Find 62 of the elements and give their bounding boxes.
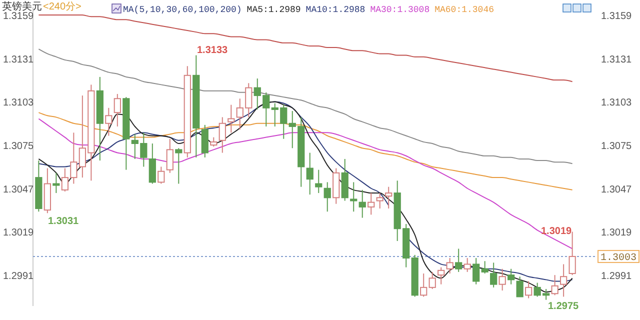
candlestick <box>315 169 322 194</box>
candlestick <box>498 268 506 292</box>
y2-tick-label: 1.3019 <box>601 228 632 239</box>
candlestick <box>481 260 488 274</box>
candlestick <box>148 142 156 184</box>
text: MA5:1.2989 <box>246 5 301 15</box>
line-series <box>38 14 573 82</box>
candlestick <box>158 166 165 184</box>
y2-tick-label: 1.3131 <box>601 54 632 66</box>
candlestick <box>464 258 471 272</box>
y-tick-label: 1.3019 <box>3 228 34 239</box>
candlestick <box>210 136 218 148</box>
candlestick <box>376 192 384 209</box>
candlestick <box>525 280 532 299</box>
candlestick <box>306 152 314 196</box>
annotation: 1.2975 <box>548 301 580 312</box>
line-series <box>38 118 573 250</box>
candlestick <box>105 107 112 136</box>
candlestick <box>368 192 375 216</box>
chart-subtitle: <240分> <box>43 0 82 12</box>
y2-tick-label: 1.3103 <box>601 98 632 109</box>
y2-tick-label: 1.3075 <box>601 141 632 152</box>
y-tick-label: 1.2991 <box>3 271 34 282</box>
candlestick <box>420 273 428 298</box>
y-tick-label: 1.3075 <box>3 141 34 152</box>
candlestick <box>358 189 366 218</box>
candlestick <box>551 274 558 296</box>
candlestick <box>385 186 392 209</box>
candlestick <box>166 138 174 174</box>
annotation: 1.3019 <box>541 226 572 237</box>
y-tick-label: 1.3131 <box>3 54 34 66</box>
candlestick <box>175 148 182 184</box>
candlestick <box>52 172 60 194</box>
annotation: 1.3031 <box>48 216 80 227</box>
candlestick <box>428 271 436 290</box>
y-tick-label: 1.3103 <box>3 98 34 109</box>
ref-line-label: 1.3003 <box>600 252 637 264</box>
legend-title: MA(5,10,30,60,100,200) <box>123 5 242 15</box>
candlestick <box>218 116 226 154</box>
candlestick <box>201 124 208 158</box>
candlestick <box>560 264 568 298</box>
y2-tick-label: 1.3047 <box>601 184 632 196</box>
candlestick <box>324 182 331 212</box>
candlestick <box>472 258 480 285</box>
y-tick-label: 1.3159 <box>3 11 34 22</box>
candlestick <box>350 182 358 212</box>
candlestick <box>438 266 445 285</box>
candlestick <box>114 93 121 127</box>
y-tick-label: 1.3047 <box>3 184 34 196</box>
candlestick <box>508 268 515 285</box>
text: MA30:1.3008 <box>370 5 430 15</box>
y2-tick-label: 1.3159 <box>601 11 632 22</box>
candlestick <box>455 248 462 272</box>
candlestick <box>490 262 498 288</box>
candlestick <box>446 258 454 274</box>
text: MA10:1.2988 <box>306 5 366 15</box>
text: MA60:1.3046 <box>434 5 494 15</box>
annotation: 1.3133 <box>197 45 228 56</box>
y2-tick-label: 1.2991 <box>601 271 632 282</box>
candlestick <box>516 276 524 298</box>
candlestick <box>228 104 235 134</box>
chart-title: 英镑美元 <box>2 0 42 12</box>
